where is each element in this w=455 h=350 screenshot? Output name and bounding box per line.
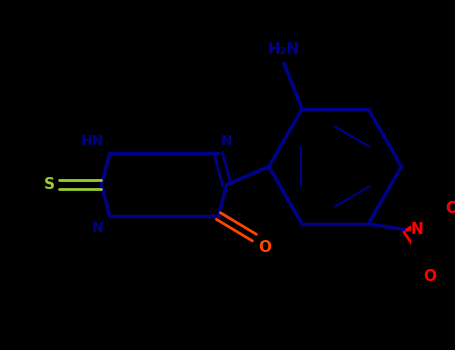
Text: N: N [410, 223, 423, 238]
Text: N: N [92, 221, 104, 235]
Text: HN: HN [81, 134, 104, 148]
Text: N: N [221, 134, 233, 148]
Text: O: O [445, 201, 455, 216]
Text: H₂N: H₂N [268, 42, 300, 57]
Text: S: S [43, 177, 55, 192]
Text: O: O [423, 268, 436, 284]
Text: O: O [258, 240, 271, 255]
